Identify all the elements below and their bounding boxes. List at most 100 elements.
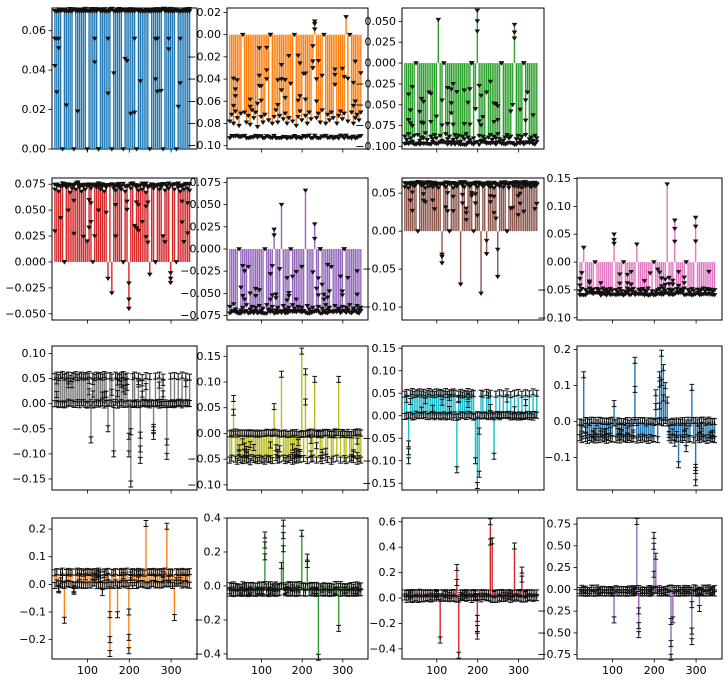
- y-tick-label: 0.04: [22, 64, 47, 77]
- y-tick-label: −0.1: [544, 451, 571, 464]
- x-tick-label: 300: [332, 664, 353, 677]
- y-tick-label: −0.075: [180, 309, 221, 322]
- y-tick-label: 0.0: [29, 578, 47, 591]
- subplot-r1c3: 0.050 0.025 0.000 −0.025 −0.050 −0.075 −0.100: [355, 7, 545, 153]
- y-tick-label: 0.02: [22, 103, 47, 116]
- y-tick-label: 0.06: [22, 24, 47, 37]
- x-tick-label: 100: [251, 664, 272, 677]
- y-tick-label: −0.25: [537, 605, 571, 618]
- y-tick-label: 0.00: [22, 143, 47, 156]
- y-tick-label: −0.2: [369, 617, 396, 630]
- y-tick-label: −0.050: [5, 307, 46, 320]
- y-tick-label: −0.15: [12, 472, 46, 485]
- y-tick-label: 0.00: [22, 397, 47, 410]
- x-tick-label: 100: [426, 664, 447, 677]
- y-tick-label: −0.025: [180, 265, 221, 278]
- subplot-r1c2: 0.02 0.00 −0.02 −0.04 −0.06 −0.08 −0.10: [187, 6, 369, 153]
- subplot-r4c1: 0.2 0.1 0.0 −0.1 −0.2 100 200 300: [19, 517, 198, 677]
- y-tick-label: 0.4: [379, 541, 397, 554]
- y-tick-label: 0.05: [547, 228, 572, 241]
- y-tick-label: −0.06: [187, 95, 221, 108]
- y-tick-label: −0.050: [355, 98, 396, 111]
- y-tick-label: −0.10: [362, 454, 396, 467]
- y-tick-label: 0.0: [204, 579, 222, 592]
- y-tick-label: −0.2: [19, 633, 46, 646]
- y-tick-label: −0.2: [194, 613, 221, 626]
- y-tick-label: −0.025: [5, 281, 46, 294]
- x-tick-label: 100: [77, 664, 98, 677]
- y-tick-label: −0.08: [187, 117, 221, 130]
- y-tick-label: 0.2: [29, 523, 47, 536]
- subplot-r1c1: 0.06 0.04 0.02 0.00: [22, 6, 198, 156]
- x-tick-label: 300: [508, 664, 529, 677]
- x-tick-label: 100: [602, 664, 623, 677]
- y-tick-label: 0.75: [547, 518, 572, 531]
- y-tick-label: 0.000: [365, 57, 397, 70]
- subplot-r4c4: 0.75 0.50 0.25 0.00 −0.25 −0.50 −0.75 100 200 300: [537, 517, 723, 677]
- y-tick-label: −0.05: [362, 432, 396, 445]
- y-tick-label: −0.05: [187, 453, 221, 466]
- y-tick-label: 0.075: [190, 176, 222, 189]
- y-tick-label: 0.15: [547, 172, 572, 185]
- y-tick-label: −0.05: [537, 283, 571, 296]
- x-tick-label: 300: [161, 664, 182, 677]
- y-tick-label: 0.05: [197, 401, 222, 414]
- y-tick-label: −0.10: [537, 311, 571, 324]
- y-tick-label: 0.00: [372, 225, 397, 238]
- y-tick-label: 0.02: [197, 6, 222, 19]
- y-tick-label: −0.02: [187, 50, 221, 63]
- x-tick-label: 200: [644, 664, 665, 677]
- y-tick-label: 0.075: [15, 178, 47, 191]
- y-tick-label: −0.4: [194, 647, 221, 660]
- y-tick-label: 0.050: [365, 15, 397, 28]
- x-tick-label: 200: [467, 664, 488, 677]
- y-tick-label: −0.50: [537, 626, 571, 639]
- y-tick-label: 0.10: [197, 376, 222, 389]
- y-tick-label: 0.000: [190, 243, 222, 256]
- y-tick-label: 0.0: [554, 415, 572, 428]
- y-tick-label: 0.1: [29, 550, 47, 563]
- y-tick-label: 0.2: [554, 343, 572, 356]
- y-tick-label: −0.1: [19, 606, 46, 619]
- subplot-r3c3: 0.15 0.10 0.05 0.00 −0.05 −0.10 −0.15: [362, 342, 545, 494]
- y-tick-label: −0.10: [187, 478, 221, 491]
- y-tick-label: −0.10: [187, 139, 221, 152]
- y-tick-label: −0.100: [355, 140, 396, 153]
- y-tick-label: −0.10: [12, 447, 46, 460]
- y-tick-label: 0.10: [22, 347, 47, 360]
- subplot-r3c4: 0.2 0.1 0.0 −0.1: [544, 343, 723, 494]
- y-tick-label: −0.05: [362, 263, 396, 276]
- y-tick-label: −0.075: [355, 119, 396, 132]
- y-tick-label: 0.1: [554, 379, 572, 392]
- y-tick-label: 0.025: [15, 230, 47, 243]
- subplot-r3c1: 0.10 0.05 0.00 −0.05 −0.10 −0.15: [12, 345, 198, 494]
- y-tick-label: 0.2: [204, 545, 222, 558]
- y-tick-label: 0.050: [190, 198, 222, 211]
- y-tick-label: −0.4: [369, 642, 396, 655]
- y-tick-label: 0.6: [379, 515, 397, 528]
- y-tick-label: 0.50: [547, 539, 572, 552]
- y-tick-label: −0.04: [187, 73, 221, 86]
- y-tick-label: 0.4: [204, 512, 222, 525]
- y-tick-label: −0.75: [537, 648, 571, 661]
- x-tick-label: 200: [119, 664, 140, 677]
- y-tick-label: −0.025: [355, 77, 396, 90]
- y-tick-label: 0.00: [197, 427, 222, 440]
- axes-frame: [576, 177, 723, 321]
- axes-frame: [401, 517, 545, 660]
- y-tick-label: 0.25: [547, 561, 572, 574]
- y-tick-label: 0.025: [190, 220, 222, 233]
- axes-frame: [51, 345, 198, 491]
- y-tick-label: 0.15: [197, 350, 222, 363]
- y-tick-label: −0.15: [362, 477, 396, 490]
- axes-frame: [226, 345, 369, 491]
- y-tick-label: 0.00: [547, 256, 572, 269]
- subplot-r3c2: 0.15 0.10 0.05 0.00 −0.05 −0.10: [187, 345, 369, 494]
- y-tick-label: 0.15: [372, 342, 397, 355]
- y-tick-label: 0.000: [15, 255, 47, 268]
- y-tick-label: 0.00: [547, 583, 572, 596]
- subplot-r4c2: 0.4 0.2 0.0 −0.2 −0.4 100 200 300: [194, 512, 369, 677]
- y-tick-label: 0.10: [547, 200, 572, 213]
